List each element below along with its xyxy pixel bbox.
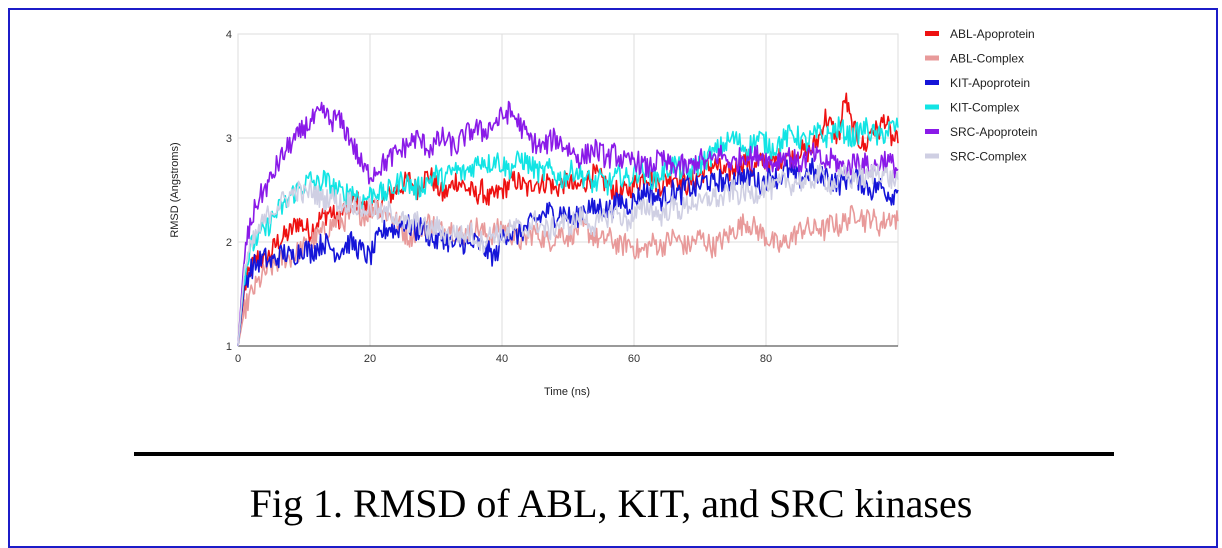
y-tick-label: 1 bbox=[226, 341, 232, 353]
legend-swatch bbox=[925, 31, 939, 36]
series-line-src-complex bbox=[237, 163, 899, 347]
legend-swatch bbox=[925, 104, 939, 110]
legend-label: SRC-Apoprotein bbox=[950, 125, 1037, 139]
y-tick-label: 3 bbox=[226, 133, 232, 145]
y-tick-labels: 1 2 3 4 bbox=[226, 29, 232, 353]
figure-caption: Fig 1. RMSD of ABL, KIT, and SRC kinases bbox=[249, 481, 973, 526]
x-axis-title: Time (ns) bbox=[544, 386, 590, 398]
series-line-kit-apoprotein bbox=[237, 157, 899, 347]
legend-label: ABL-Apoprotein bbox=[950, 27, 1035, 41]
legend-swatch bbox=[925, 80, 939, 85]
legend-label: ABL-Complex bbox=[950, 52, 1024, 66]
legend-swatch bbox=[925, 153, 939, 159]
series-line-abl-complex bbox=[237, 200, 899, 347]
legend-label: KIT-Apoprotein bbox=[950, 76, 1030, 90]
x-tick-labels: 0 20 40 60 80 bbox=[235, 353, 772, 365]
series-lines bbox=[237, 92, 899, 347]
legend-swatch bbox=[925, 129, 939, 134]
y-tick-label: 4 bbox=[226, 29, 232, 41]
y-tick-label: 2 bbox=[226, 237, 232, 249]
x-tick-label: 80 bbox=[760, 353, 772, 365]
y-axis-title: RMSD (Angstroms) bbox=[169, 142, 181, 237]
x-tick-label: 20 bbox=[364, 353, 376, 365]
legend-label: SRC-Complex bbox=[950, 150, 1027, 164]
legend-swatch bbox=[925, 55, 939, 61]
x-tick-label: 0 bbox=[235, 353, 241, 365]
x-tick-label: 60 bbox=[628, 353, 640, 365]
caption-divider bbox=[134, 452, 1114, 456]
series-line-src-apoprotein bbox=[237, 100, 899, 347]
rmsd-line-chart: 0 20 40 60 80 1 2 3 4 Time (ns) RMSD (Angstroms… bbox=[169, 27, 1037, 398]
x-tick-label: 40 bbox=[496, 353, 508, 365]
legend-label: KIT-Complex bbox=[950, 101, 1019, 115]
legend: ABL-Apoprotein ABL-Complex KIT-Apoprotein K… bbox=[925, 27, 1037, 164]
